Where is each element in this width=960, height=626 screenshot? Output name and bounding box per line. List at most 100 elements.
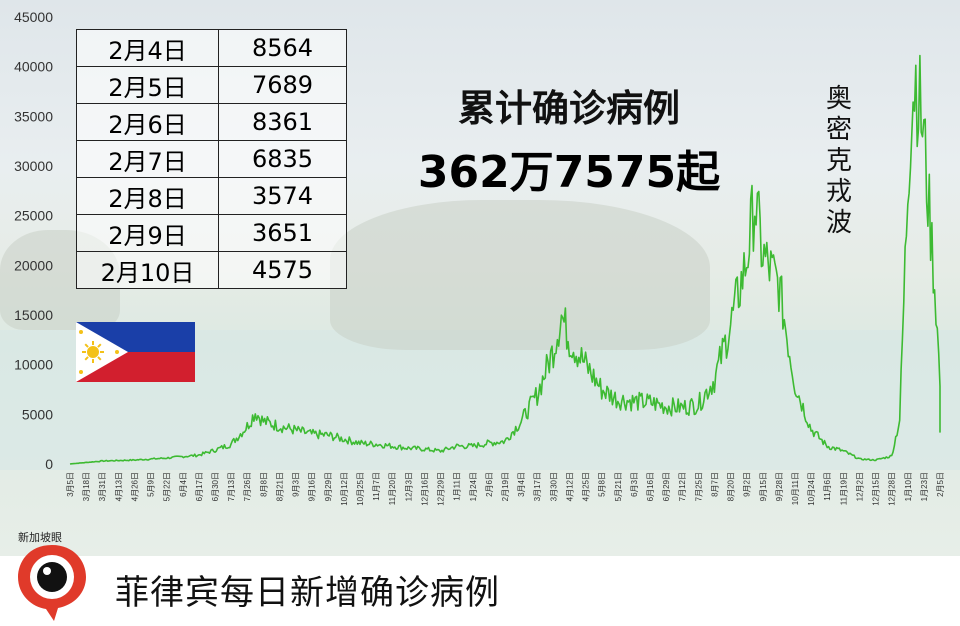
x-tick-label: 9月28日 bbox=[775, 472, 784, 501]
table-value: 7689 bbox=[218, 66, 347, 104]
x-tick-label: 9月15日 bbox=[759, 472, 768, 501]
x-tick-label: 3月18日 bbox=[82, 472, 91, 501]
table-date: 2月5日 bbox=[76, 66, 219, 104]
x-tick-label: 5月21日 bbox=[614, 472, 623, 501]
x-tick-label: 10月24日 bbox=[807, 472, 816, 506]
x-tick-label: 5月8日 bbox=[598, 472, 607, 497]
y-tick-label: 45000 bbox=[14, 9, 53, 25]
x-tick-label: 11月7日 bbox=[372, 472, 381, 501]
x-tick-label: 10月25日 bbox=[356, 472, 365, 506]
table-row: 2月7日 6835 bbox=[76, 140, 347, 178]
x-tick-label: 12月29日 bbox=[437, 472, 446, 506]
x-tick-label: 4月26日 bbox=[130, 472, 139, 501]
headline-title: 累计确诊病例 bbox=[458, 87, 680, 130]
table-value: 3574 bbox=[218, 177, 347, 215]
x-tick-label: 7月26日 bbox=[243, 472, 252, 501]
table-date: 2月10日 bbox=[76, 251, 219, 289]
table-value: 4575 bbox=[218, 251, 347, 289]
x-tick-label: 2月5日 bbox=[936, 472, 945, 497]
y-tick-label: 5000 bbox=[22, 406, 53, 422]
x-tick-label: 3月5日 bbox=[66, 472, 75, 497]
x-tick-label: 9月16日 bbox=[308, 472, 317, 501]
x-tick-label: 2月6日 bbox=[485, 472, 494, 497]
y-tick-label: 0 bbox=[45, 456, 53, 472]
x-tick-label: 8月8日 bbox=[259, 472, 268, 497]
line-chart: 0 5000 10000 15000 20000 25000 30000 35000 40000… bbox=[14, 9, 945, 506]
x-tick-label: 12月28日 bbox=[888, 472, 897, 506]
y-tick-label: 15000 bbox=[14, 307, 53, 323]
table-date: 2月4日 bbox=[76, 29, 219, 67]
x-tick-label: 1月11日 bbox=[453, 472, 462, 501]
x-tick-label: 4月13日 bbox=[114, 472, 123, 501]
x-tick-label: 5月9日 bbox=[147, 472, 156, 497]
x-tick-label: 12月3日 bbox=[404, 472, 413, 501]
x-tick-label: 6月4日 bbox=[179, 472, 188, 497]
daily-cases-line bbox=[69, 54, 941, 465]
table-value: 8361 bbox=[218, 103, 347, 141]
y-tick-label: 10000 bbox=[14, 357, 53, 373]
table-row: 2月10日 4575 bbox=[76, 251, 347, 289]
chart-panel: 0 5000 10000 15000 20000 25000 30000 35000 40000… bbox=[0, 0, 960, 556]
x-tick-label: 2月19日 bbox=[501, 472, 510, 501]
x-tick-label: 7月13日 bbox=[227, 472, 236, 501]
y-tick-label: 30000 bbox=[14, 158, 53, 174]
footer-bar bbox=[0, 556, 960, 626]
x-tick-label: 12月15日 bbox=[872, 472, 881, 506]
x-tick-label: 4月12日 bbox=[565, 472, 574, 501]
table-date: 2月7日 bbox=[76, 140, 219, 178]
x-tick-label: 6月16日 bbox=[646, 472, 655, 501]
philippines-flag-icon bbox=[76, 322, 195, 382]
y-axis: 0 5000 10000 15000 20000 25000 30000 35000 40000… bbox=[14, 9, 53, 472]
footer-title: 菲律宾每日新增确诊病例 bbox=[115, 573, 500, 613]
x-tick-label: 9月29日 bbox=[324, 472, 333, 501]
logo-icon bbox=[18, 545, 86, 621]
table-value: 6835 bbox=[218, 140, 347, 178]
x-tick-label: 9月3日 bbox=[292, 472, 301, 497]
x-tick-label: 3月30日 bbox=[549, 472, 558, 501]
headline-total: 362万7575起 bbox=[417, 147, 721, 198]
table-row: 2月8日 3574 bbox=[76, 177, 347, 215]
x-tick-label: 6月3日 bbox=[630, 472, 639, 497]
x-tick-label: 6月29日 bbox=[662, 472, 671, 501]
x-tick-label: 1月24日 bbox=[469, 472, 478, 501]
y-tick-label: 25000 bbox=[14, 208, 53, 224]
table-value: 3651 bbox=[218, 214, 347, 252]
table-date: 2月8日 bbox=[76, 177, 219, 215]
x-tick-label: 6月17日 bbox=[195, 472, 204, 501]
table-date: 2月9日 bbox=[76, 214, 219, 252]
x-tick-label: 11月6日 bbox=[823, 472, 832, 501]
x-tick-label: 10月11日 bbox=[791, 472, 800, 505]
x-tick-label: 10月12日 bbox=[340, 472, 349, 506]
table-date: 2月6日 bbox=[76, 103, 219, 141]
x-tick-label: 11月20日 bbox=[388, 472, 397, 505]
x-tick-label: 1月23日 bbox=[920, 472, 929, 501]
x-tick-label: 9月2日 bbox=[743, 472, 752, 497]
x-tick-label: 12月2日 bbox=[855, 472, 864, 501]
x-tick-label: 8月20日 bbox=[727, 472, 736, 501]
x-tick-label: 3月17日 bbox=[533, 472, 542, 501]
x-tick-label: 7月12日 bbox=[678, 472, 687, 501]
x-tick-label: 4月25日 bbox=[582, 472, 591, 501]
table-row: 2月9日 3651 bbox=[76, 214, 347, 252]
logo-text: 新加坡眼 bbox=[18, 531, 62, 544]
y-tick-label: 35000 bbox=[14, 108, 53, 124]
x-tick-label: 7月25日 bbox=[694, 472, 703, 501]
x-tick-label: 5月22日 bbox=[163, 472, 172, 501]
x-tick-label: 1月10日 bbox=[904, 472, 913, 501]
x-tick-label: 3月4日 bbox=[517, 472, 526, 497]
table-row: 2月5日 7689 bbox=[76, 66, 347, 104]
x-tick-label: 8月21日 bbox=[275, 472, 284, 501]
table-row: 2月6日 8361 bbox=[76, 103, 347, 141]
x-tick-label: 3月31日 bbox=[98, 472, 107, 501]
table-row: 2月4日 8564 bbox=[76, 29, 347, 67]
table-value: 8564 bbox=[218, 29, 347, 67]
variant-annotation: 奥密克戎波 bbox=[825, 84, 852, 238]
x-axis: 3月5日 3月18日 3月31日 4月13日 4月26日 5月9日 5月22日 6月4日 6月1… bbox=[66, 472, 945, 506]
x-tick-label: 11月19日 bbox=[839, 472, 848, 505]
x-tick-label: 8月7日 bbox=[710, 472, 719, 497]
background-rock bbox=[330, 200, 710, 350]
y-tick-label: 20000 bbox=[14, 257, 53, 273]
x-tick-label: 6月30日 bbox=[211, 472, 220, 501]
daily-cases-table: 2月4日 8564 2月5日 7689 2月6日 8361 2月7日 6835 2月8日… bbox=[76, 29, 347, 289]
x-tick-label: 12月16日 bbox=[420, 472, 429, 506]
